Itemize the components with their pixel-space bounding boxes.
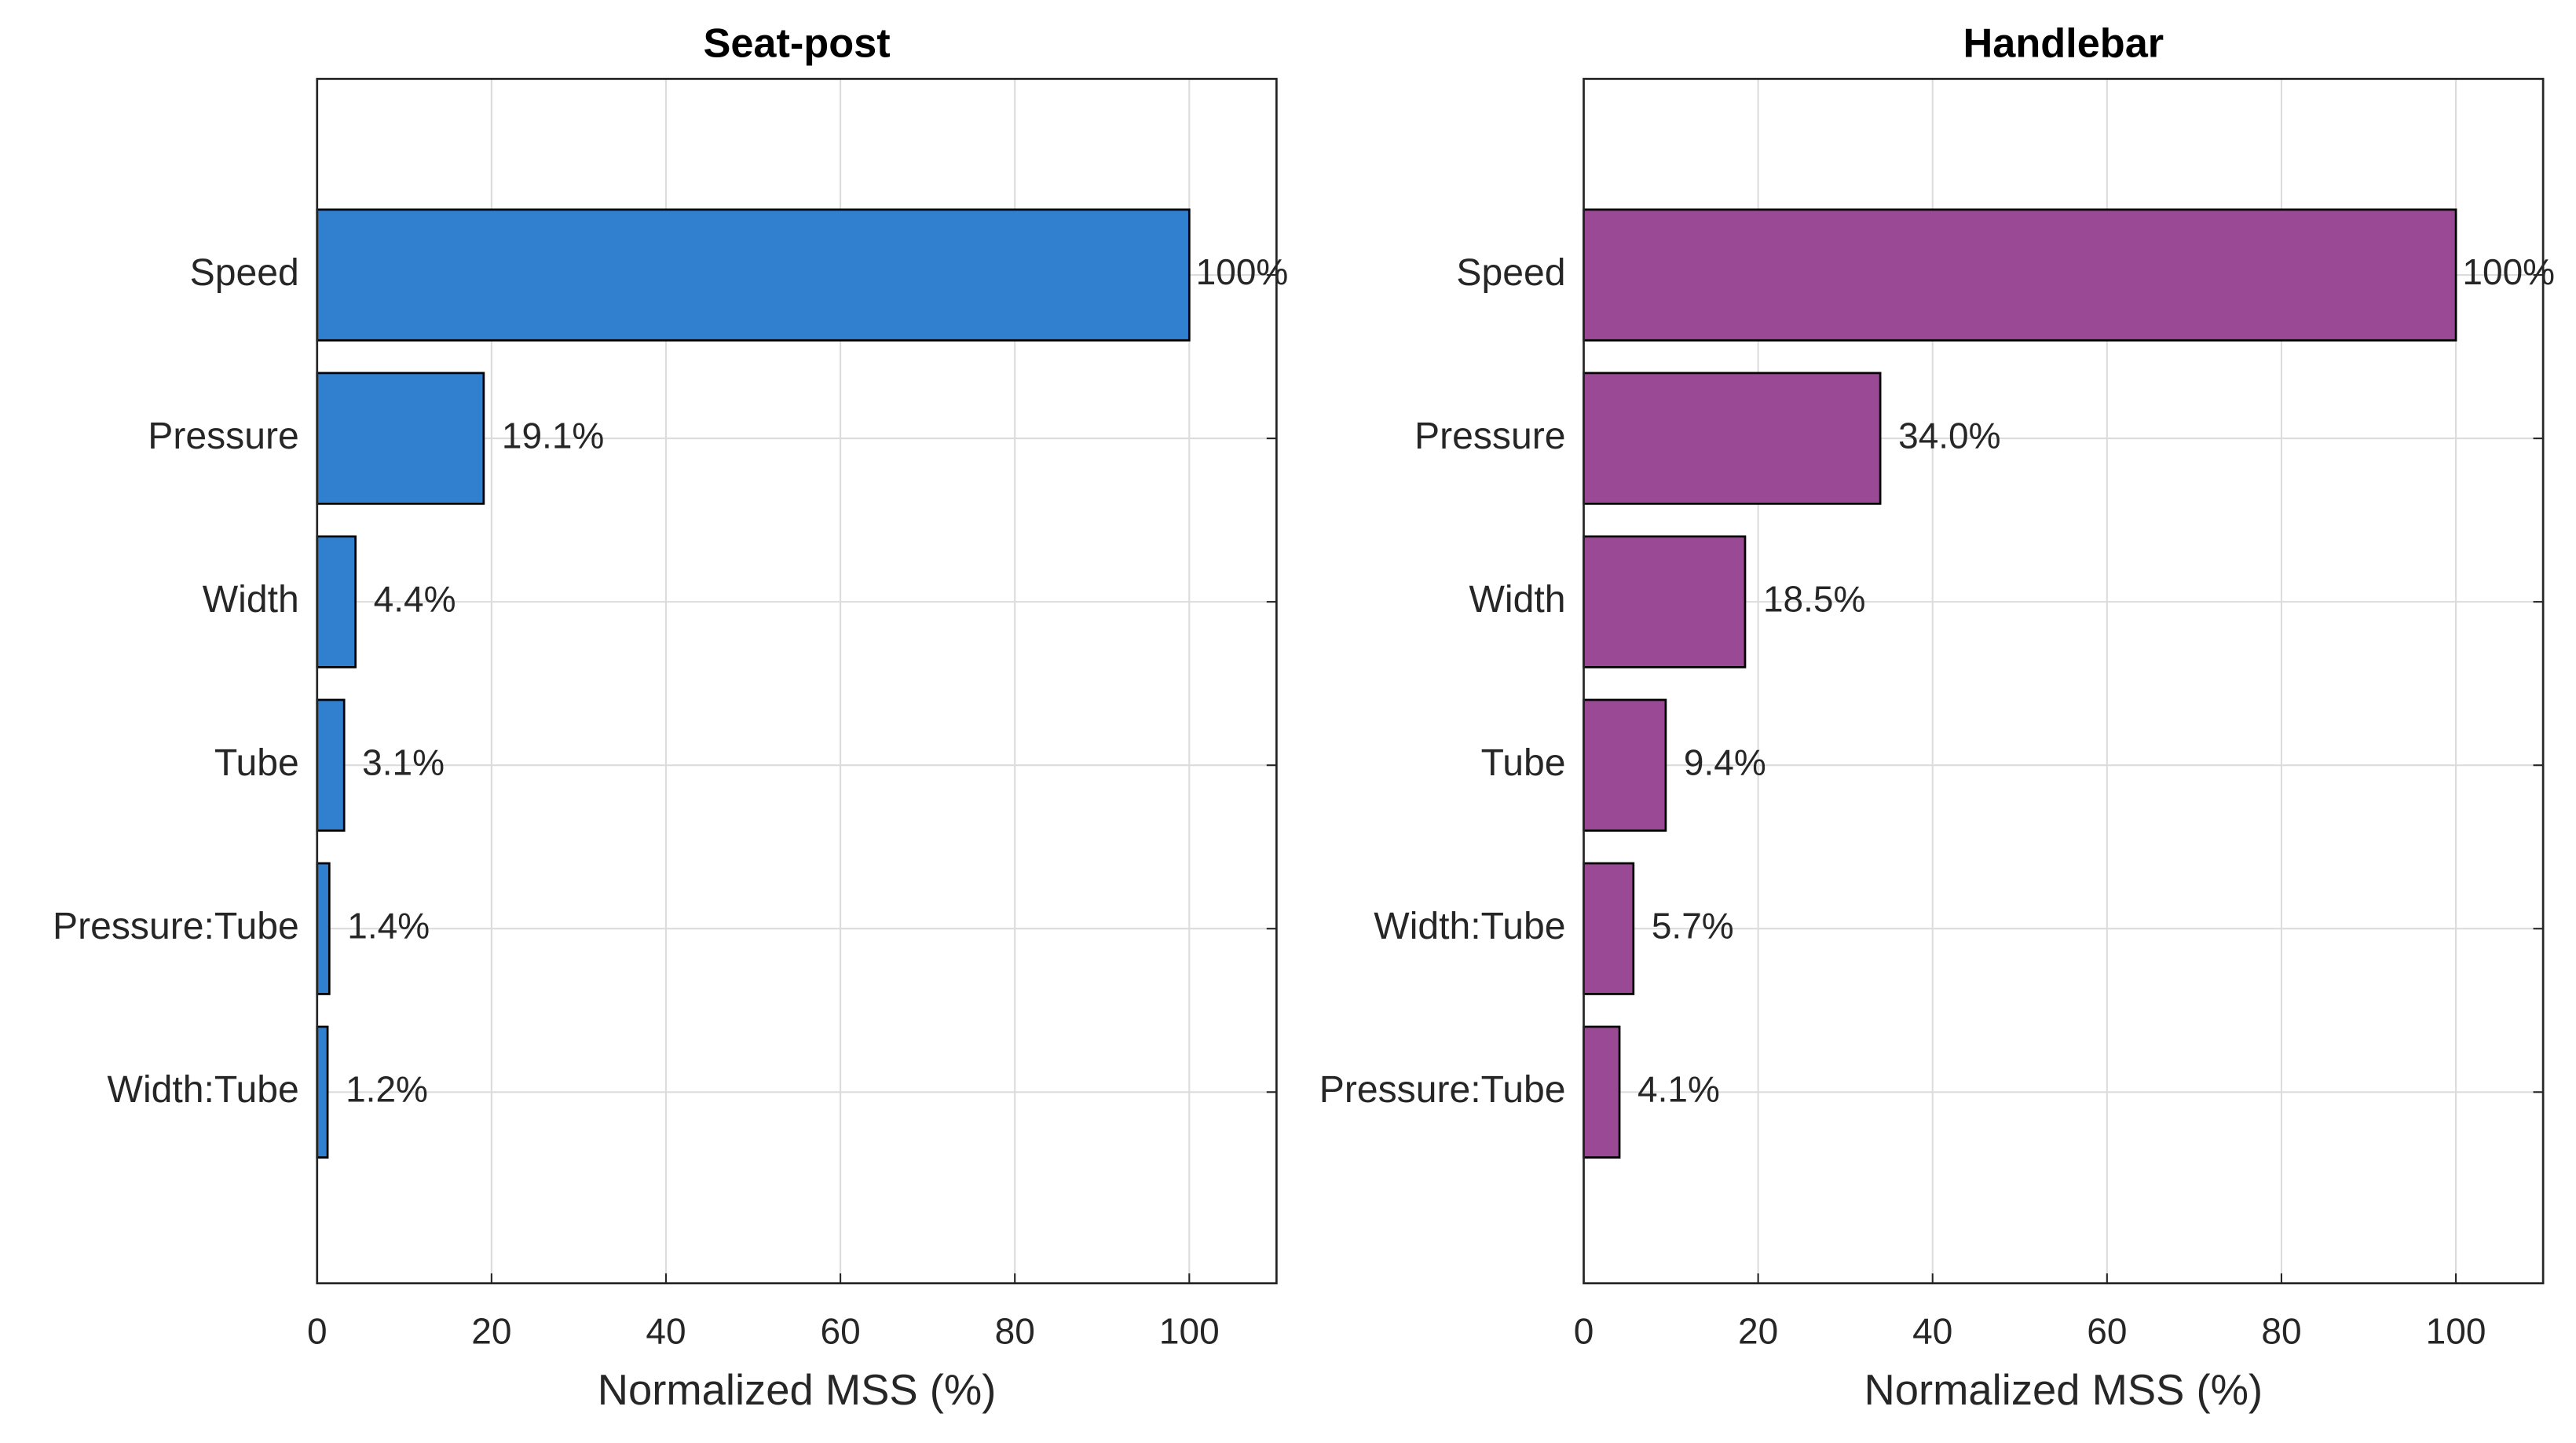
value-label: 1.2% — [346, 1068, 428, 1109]
x-tick-label: 100 — [2426, 1311, 2486, 1352]
bar — [1583, 1025, 1621, 1159]
bar — [316, 698, 346, 832]
x-tick-label: 80 — [2261, 1311, 2301, 1352]
value-label: 4.4% — [374, 578, 456, 619]
value-label: 19.1% — [502, 415, 604, 456]
category-label: Pressure — [1414, 415, 1566, 457]
category-label: Width — [1469, 578, 1566, 621]
bar — [1583, 862, 1635, 995]
value-label: 5.7% — [1652, 905, 1734, 946]
category-label: Speed — [1456, 251, 1565, 294]
bar — [316, 372, 485, 505]
value-label: 1.4% — [347, 905, 430, 946]
category-label: Tube — [1481, 742, 1566, 784]
x-tick-label: 40 — [646, 1311, 686, 1352]
value-label: 100% — [2462, 251, 2555, 292]
x-tick-label: 80 — [995, 1311, 1035, 1352]
x-tick-label: 40 — [1912, 1311, 1952, 1352]
bar — [1583, 535, 1747, 668]
category-label: Pressure — [148, 415, 299, 457]
category-label: Speed — [190, 251, 299, 294]
x-tick-label: 60 — [820, 1311, 860, 1352]
bar — [316, 862, 331, 995]
bar — [1583, 208, 2457, 342]
category-label: Width:Tube — [1374, 905, 1565, 947]
bar — [1583, 372, 1882, 505]
bar — [316, 535, 357, 668]
axes-box — [1583, 78, 2545, 1285]
category-label: Pressure:Tube — [1319, 1068, 1566, 1111]
value-label: 18.5% — [1763, 578, 1865, 619]
category-label: Tube — [214, 742, 299, 784]
x-tick-label: 20 — [471, 1311, 511, 1352]
bar — [316, 1025, 329, 1159]
value-label: 9.4% — [1684, 742, 1766, 782]
value-label: 34.0% — [1898, 415, 2000, 456]
x-axis-label: Normalized MSS (%) — [1864, 1366, 2263, 1414]
bar — [1583, 698, 1667, 832]
x-tick-label: 0 — [1574, 1311, 1594, 1352]
chart-title: Handlebar — [1963, 20, 2164, 66]
category-label: Width:Tube — [108, 1068, 299, 1111]
x-tick-label: 20 — [1738, 1311, 1778, 1352]
value-label: 3.1% — [362, 742, 445, 782]
x-tick-label: 100 — [1159, 1311, 1220, 1352]
x-tick-label: 60 — [2087, 1311, 2127, 1352]
value-label: 100% — [1196, 251, 1289, 292]
category-label: Width — [203, 578, 299, 621]
value-label: 4.1% — [1637, 1068, 1720, 1109]
x-tick-label: 0 — [307, 1311, 327, 1352]
bar — [316, 208, 1191, 342]
axes-box — [316, 78, 1278, 1285]
x-axis-label: Normalized MSS (%) — [598, 1366, 997, 1414]
category-label: Pressure:Tube — [53, 905, 299, 947]
chart-title: Seat-post — [703, 20, 890, 66]
